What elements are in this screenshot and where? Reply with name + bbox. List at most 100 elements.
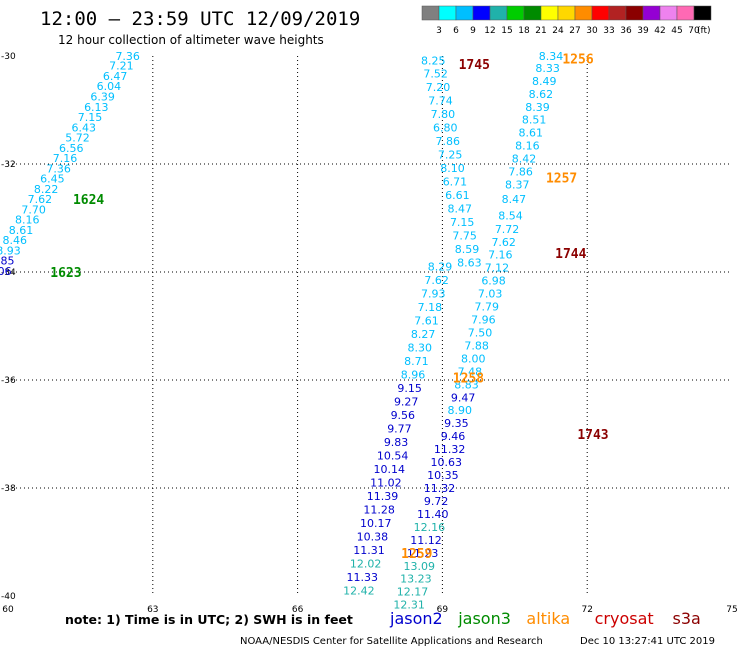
wave-height-value: 11.02 <box>370 477 402 490</box>
wave-height-value: 9.46 <box>441 430 466 443</box>
wave-height-value: 11.23 <box>407 547 439 560</box>
pass-time-label: 1743 <box>577 428 608 443</box>
wave-height-value: 6.43 <box>72 121 97 134</box>
wave-height-value: 6.04 <box>97 80 122 93</box>
wave-height-value: 8.16 <box>515 140 540 153</box>
satellite-legend-jason2: jason2 <box>389 609 443 628</box>
wave-height-value: 8.47 <box>502 193 527 206</box>
wave-height-value: 9.72 <box>424 495 449 508</box>
wave-height-value: 7.48 <box>458 365 483 378</box>
wave-height-value: 7.20 <box>426 81 451 94</box>
wave-height-value: 8.22 <box>34 183 59 196</box>
scale-swatch <box>642 5 661 21</box>
y-tick-label: -34 <box>1 268 16 278</box>
pass-time-label: 1256 <box>562 53 593 68</box>
wave-height-value: 7.52 <box>423 67 448 80</box>
y-tick-label: -40 <box>1 592 16 602</box>
wave-height-value: 11.32 <box>424 482 456 495</box>
scale-label: 33 <box>603 26 614 36</box>
wave-height-value: 8.54 <box>498 209 523 222</box>
wave-height-value: 11.12 <box>410 534 442 547</box>
pass-time-label: 1258 <box>453 371 484 386</box>
y-tick-label: -38 <box>1 484 16 494</box>
pass-time-label: 1259 <box>401 547 432 562</box>
wave-height-value: 11.31 <box>353 544 385 557</box>
x-tick-label: 72 <box>581 605 592 615</box>
wave-height-points: 7.367.216.476.046.396.137.156.435.726.56… <box>0 50 563 612</box>
scale-label: 15 <box>501 26 512 36</box>
wave-height-value: 7.62 <box>424 274 449 287</box>
wave-height-value: 7.70 <box>21 203 46 216</box>
scale-label: 9 <box>470 26 476 36</box>
chart-title: 12:00 – 23:59 UTC 12/09/2019 <box>40 8 360 30</box>
scale-swatch <box>506 5 525 21</box>
wave-height-value: 13.09 <box>403 560 435 573</box>
wave-height-value: 7.61 <box>414 315 439 328</box>
pass-time-label: 1744 <box>555 247 586 262</box>
wave-height-value: 9.77 <box>387 423 412 436</box>
satellite-legend-altika: altika <box>526 609 570 628</box>
x-tick-label: 69 <box>437 605 449 615</box>
credit-line: NOAA/NESDIS Center for Satellite Applica… <box>240 636 543 647</box>
wave-height-value: 7.79 <box>475 301 500 314</box>
scale-label: 3 <box>436 26 442 36</box>
scale-label: 70 <box>688 26 700 36</box>
scale-swatch <box>574 5 593 21</box>
wave-height-value: 8.93 <box>0 244 21 257</box>
grid <box>8 56 732 596</box>
wave-height-value: 8.49 <box>532 75 557 88</box>
scale-swatch <box>455 5 474 21</box>
wave-height-value: 9.15 <box>397 382 422 395</box>
scale-label: 12 <box>484 26 495 36</box>
wave-height-value: 7.88 <box>464 339 489 352</box>
wave-height-value: 7.93 <box>421 288 446 301</box>
scale-swatch <box>438 5 457 21</box>
scale-swatch <box>557 5 576 21</box>
wave-height-value: 7.50 <box>468 326 493 339</box>
pass-time-labels: 1745 1256 1624 1257 1744 1623 1258 1743 1259 <box>50 53 608 562</box>
wave-height-value: 7.74 <box>428 94 453 107</box>
wave-height-value: 8.62 <box>529 88 554 101</box>
wave-height-value: 7.86 <box>435 135 460 148</box>
wave-height-value: 7.80 <box>431 108 456 121</box>
scale-label: 42 <box>654 26 665 36</box>
scale-swatch <box>693 5 712 21</box>
satellite-legend-cryosat: cryosat <box>595 609 654 628</box>
wave-height-value: 8.33 <box>535 62 560 75</box>
wave-height-value: 9.35 <box>444 417 469 430</box>
wave-height-value: 8.46 <box>3 234 28 247</box>
scale-label: 30 <box>586 26 598 36</box>
wave-height-value: 6.47 <box>103 70 128 83</box>
scale-unit: (ft) <box>697 26 711 36</box>
wave-height-value: 10.35 <box>427 469 459 482</box>
wave-height-value: 8.16 <box>15 214 40 227</box>
scale-swatch <box>676 5 695 21</box>
wave-height-value: 7.62 <box>491 236 516 249</box>
scale-swatch <box>608 5 627 21</box>
wave-height-value: 7.96 <box>471 314 496 327</box>
wave-height-value: 8.51 <box>522 114 547 127</box>
wave-height-value: 7.72 <box>495 223 520 236</box>
wave-height-value: 6.13 <box>84 101 109 114</box>
wave-height-value: 11.32 <box>434 443 466 456</box>
wave-height-value: 10.63 <box>431 456 463 469</box>
wave-height-value: 8.61 <box>9 224 34 237</box>
wave-height-value: 8.90 <box>448 404 473 417</box>
scale-label: 39 <box>637 26 649 36</box>
scale-swatch <box>489 5 508 21</box>
scale-label: 24 <box>552 26 564 36</box>
y-tick-label: -36 <box>1 376 16 386</box>
wave-height-value: 8.10 <box>440 162 465 175</box>
wave-height-value: 8.47 <box>448 202 473 215</box>
wave-height-value: 6.56 <box>59 142 84 155</box>
wave-height-value: 12.16 <box>414 521 446 534</box>
scale-label: 21 <box>535 26 546 36</box>
x-tick-label: 66 <box>292 605 304 615</box>
wave-height-value: 11.39 <box>367 490 399 503</box>
wave-height-value: 7.36 <box>115 50 140 63</box>
timestamp: Dec 10 13:27:41 UTC 2019 <box>580 636 715 647</box>
scale-label: 6 <box>453 26 459 36</box>
wave-height-value: 7.18 <box>418 301 443 314</box>
scale-label: 36 <box>620 26 632 36</box>
